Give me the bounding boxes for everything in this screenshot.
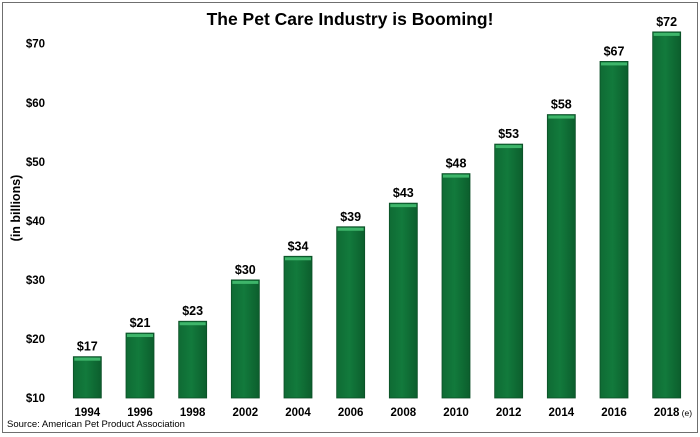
bar: [125, 332, 155, 399]
bar: [546, 114, 576, 399]
bar-value-label: $58: [551, 98, 572, 112]
bar-top-highlight: [390, 204, 417, 208]
bar-value-label: $23: [182, 304, 203, 318]
bar: [283, 255, 313, 399]
x-tick-label: 2002: [233, 407, 259, 419]
x-tick-label: 2012: [496, 407, 522, 419]
x-tick-label: 2010: [443, 407, 469, 419]
x-tick-label: 2004: [285, 407, 311, 419]
bar-top-highlight: [337, 227, 364, 231]
x-tick-suffix: (e): [682, 408, 693, 418]
bar-chart: $10 $20 $30 $40 $50 $60 $70 $17 1994 $21 1996 $23 19…: [26, 15, 693, 419]
bar: [494, 143, 524, 399]
x-tick-label: 1996: [127, 407, 153, 419]
x-tick-label: 1998: [180, 407, 206, 419]
bar: [441, 173, 471, 399]
y-tick-label: $50: [26, 157, 45, 169]
bar: [599, 61, 629, 399]
bar-top-highlight: [548, 115, 575, 119]
y-tick-label: $70: [26, 39, 45, 51]
bar-value-label: $17: [77, 340, 98, 354]
y-tick-label: $30: [26, 275, 45, 287]
bar-top-highlight: [127, 334, 153, 338]
bar: [230, 279, 260, 399]
bar-value-label: $43: [393, 186, 414, 200]
y-tick-label: $40: [26, 216, 45, 228]
x-tick-label: 2016: [601, 407, 627, 419]
bar-top-highlight: [285, 257, 311, 261]
bar-top-highlight: [179, 322, 206, 326]
bar-value-label: $53: [498, 127, 519, 141]
bar-value-label: $39: [340, 210, 361, 224]
x-tick-label: 1994: [75, 407, 101, 419]
bar-top-highlight: [601, 62, 627, 66]
bar-value-label: $72: [656, 15, 677, 29]
bar-value-label: $67: [604, 44, 625, 58]
y-tick-label: $60: [26, 98, 45, 110]
x-tick-label: 2018: [654, 407, 680, 419]
source-note: Source: American Pet Product Association: [7, 419, 185, 430]
x-tick-label: 2008: [391, 407, 417, 419]
bar-top-highlight: [653, 32, 680, 36]
bar-value-label: $30: [235, 263, 256, 277]
y-tick-label: $20: [26, 334, 45, 346]
bar-top-highlight: [443, 174, 469, 178]
bar: [178, 320, 208, 399]
bar: [72, 356, 102, 399]
chart-title: The Pet Care Industry is Booming!: [206, 9, 494, 29]
bar-value-label: $48: [446, 157, 467, 171]
x-tick-label: 2006: [338, 407, 364, 419]
bar: [336, 226, 366, 399]
bar-top-highlight: [74, 357, 101, 361]
bar-top-highlight: [232, 280, 259, 284]
bar-top-highlight: [495, 145, 522, 149]
y-tick-label: $10: [26, 393, 45, 405]
bar: [652, 31, 682, 399]
x-tick-label: 2014: [549, 407, 575, 419]
bar-value-label: $34: [288, 239, 309, 253]
bar-value-label: $21: [130, 316, 151, 330]
bar: [388, 202, 418, 399]
